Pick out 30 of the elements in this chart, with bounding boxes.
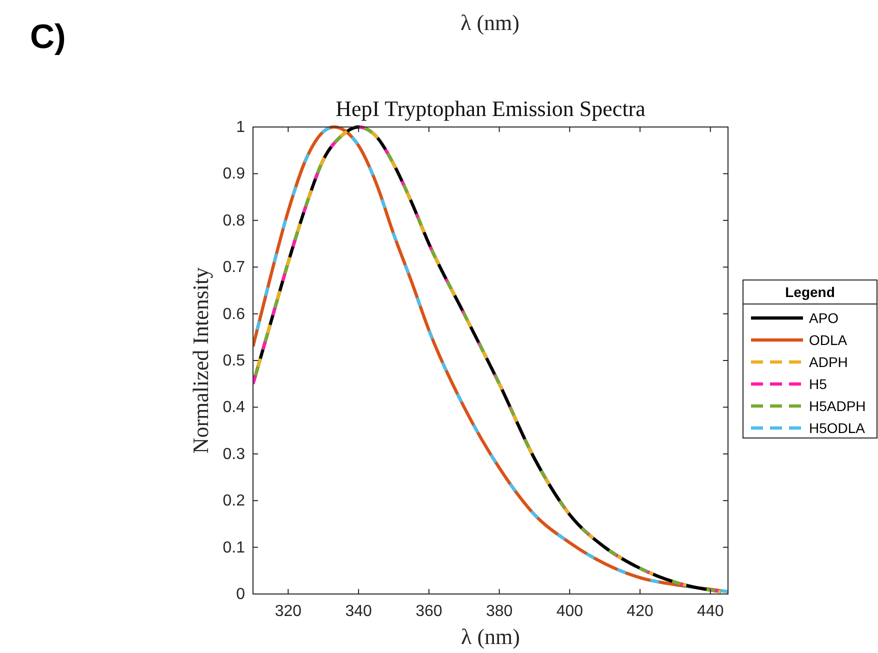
text: λ (nm): [460, 10, 520, 35]
x-tick-label: 400: [556, 603, 584, 620]
x-tick-label: 340: [345, 603, 372, 620]
x-tick-label: 420: [626, 603, 654, 620]
y-tick-label: 0.8: [222, 212, 246, 230]
y-tick-label: 0.4: [222, 399, 246, 416]
x-tick-label: 380: [486, 603, 513, 620]
chart-title: HepI Tryptophan Emission Spectra: [336, 96, 646, 121]
legend-label: APO: [809, 310, 839, 326]
legend-label: ODLA: [809, 332, 848, 348]
text: C): [30, 18, 66, 56]
legend-label: H5: [809, 376, 828, 392]
y-axis-title: Normalized Intensity: [188, 267, 213, 454]
x-tick-label: 360: [416, 603, 442, 620]
legend-label: H5ADPH: [809, 398, 866, 414]
y-tick-label: 0.6: [222, 306, 246, 323]
y-tick-label: 0.3: [222, 446, 246, 463]
y-tick-label: 0: [236, 586, 246, 603]
y-tick-label: 0.9: [222, 166, 246, 183]
y-tick-label: 0.5: [222, 352, 246, 370]
x-axis-title: λ (nm): [461, 624, 520, 649]
legend-label: ADPH: [809, 354, 848, 370]
y-tick-label: 0.1: [222, 539, 246, 556]
y-tick-label: 1: [236, 119, 246, 136]
legend-title: Legend: [785, 284, 835, 300]
legend-label: H5ODLA: [809, 420, 866, 436]
y-tick-label: 0.2: [222, 492, 246, 510]
x-tick-label: 320: [274, 603, 302, 620]
x-tick-label: 440: [697, 603, 724, 620]
y-tick-label: 0.7: [222, 259, 246, 276]
